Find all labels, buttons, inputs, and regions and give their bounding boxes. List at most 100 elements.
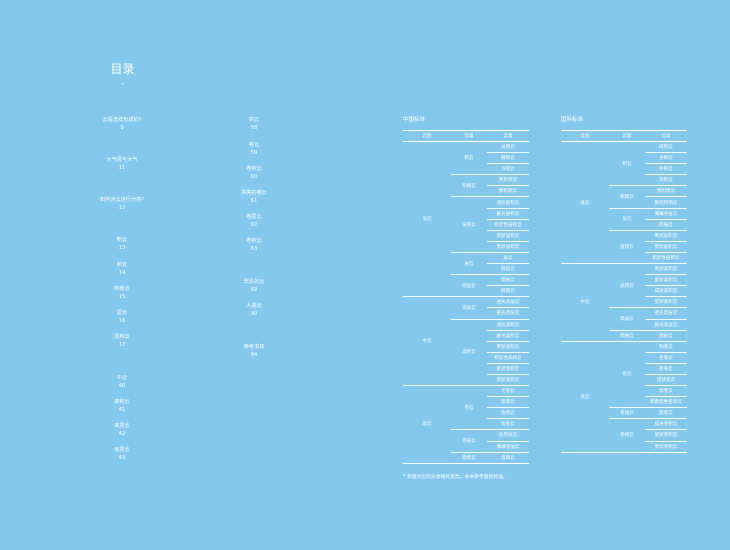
cloud-type-cell: 蔽光高层云 — [487, 307, 529, 320]
table-row: 高云 卷云 钩卷云 — [561, 341, 687, 453]
toc-entry-label: 云是怎样形成的? — [102, 117, 142, 123]
cloud-type-cell: 碎层云 — [645, 219, 687, 231]
toc-entry[interactable]: 高积云 41 — [72, 398, 172, 414]
toc-entry[interactable]: 积云 13 — [72, 236, 172, 252]
toc-entry[interactable]: 人造云 90 — [204, 302, 304, 318]
cloud-type-cell: 碎积云 — [645, 141, 687, 154]
toc-entry[interactable]: 罕见的云 69 — [204, 278, 304, 294]
cloud-genus-cell: 卷积云 — [451, 452, 487, 464]
toc-entry-page: 58 — [250, 125, 258, 131]
footnote: * 我国对云的分类略有差异，本书参考国际标准。 — [403, 475, 508, 480]
cloud-genus-cell: 积云 — [451, 141, 487, 176]
cloud-genus-cell: 高层云 — [609, 307, 645, 331]
toc-entry[interactable]: 雨层云 43 — [72, 446, 172, 462]
table-row: 浓积云 — [403, 163, 529, 176]
cloud-family-cell: 中云 — [561, 263, 609, 342]
table-header: 云类 — [645, 130, 687, 142]
toc-entry-page: 43 — [118, 455, 126, 461]
toc-entry-page: 17 — [118, 342, 126, 348]
cloud-type-cell: 毛卷层云 — [487, 429, 529, 442]
toc-entry-page: 41 — [118, 407, 126, 413]
table-header: 云属 — [451, 130, 487, 142]
table-row: 碎积云 — [403, 152, 529, 165]
table-header: 云属 — [609, 130, 645, 142]
toc-entry[interactable]: 高云 58 — [204, 116, 304, 132]
table-header: 云族 — [403, 130, 451, 142]
cloud-type-cell: 秃积雨云 — [645, 185, 687, 198]
toc-entry[interactable]: 漂亮的卷云 61 — [204, 189, 304, 205]
toc-entry-label: 卷积云 — [246, 166, 262, 172]
toc-entry[interactable]: 层云 16 — [72, 309, 172, 325]
toc-entry[interactable]: 积云 14 — [72, 261, 172, 277]
table-row: 蔽光层积云 — [403, 208, 529, 220]
cloud-family-cell: 低云 — [403, 141, 451, 298]
cloud-genus-cell: 积云 — [609, 141, 645, 187]
table-row: 中积云 — [561, 163, 687, 176]
table-row: 碎层云 — [561, 219, 687, 231]
toc-entry-page: 40 — [118, 383, 126, 389]
table-row: 卷层云 絮卷云 — [561, 407, 687, 420]
toc-entry[interactable]: 卷层云 62 — [204, 213, 304, 229]
table-row: 中云 高积云 荚状高积云 — [561, 263, 687, 342]
cloud-family-cell: 低云 — [561, 141, 609, 265]
table-row: 层积云 荚状层积云 — [561, 230, 687, 265]
cloud-genus-cell: 卷层云 — [451, 429, 487, 453]
toc-entry[interactable]: 卷积云 60 — [204, 165, 304, 181]
cloud-type-cell: 絮卷云 — [645, 407, 687, 420]
toc-entry[interactable]: 层积云 17 — [72, 333, 172, 349]
table-row: 鬃状积雨云 — [561, 196, 687, 209]
toc-entry-page: 62 — [250, 222, 258, 228]
toc-entry-label: 积雨云 — [114, 286, 130, 292]
cloud-genus-cell: 层云 — [609, 208, 645, 231]
toc-entry-page: 12 — [118, 205, 126, 211]
toc-entry-page: 11 — [118, 165, 126, 171]
table-row: 层云 薄幕状层云 — [561, 208, 687, 231]
toc-entry-label: 高积云 — [114, 399, 130, 405]
toc-entry-label: 卷积云 — [246, 238, 262, 244]
cloud-type-cell: 荚状层积云 — [645, 230, 687, 242]
table-row: 高积云 透光高积云 — [403, 319, 529, 387]
cloud-genus-cell: 积雨云 — [609, 185, 645, 209]
cloud-type-cell: 蔽光高层云 — [645, 319, 687, 331]
toc-entry[interactable]: 卷积云 63 — [204, 237, 304, 253]
toc-entry[interactable]: 如何对云进行分类? 12 — [72, 196, 172, 212]
cloud-genus-cell: 层积云 — [609, 230, 645, 265]
toc-entry[interactable]: 积雨云 15 — [72, 285, 172, 301]
cloud-type-cell: 淡积云 — [487, 141, 529, 154]
toc-entry-label: 雨层云 — [114, 447, 130, 453]
toc-entry-page: 63 — [250, 246, 258, 252]
toc-entry-label: 卷层云 — [246, 214, 262, 220]
cloud-type-cell: 蔽光高积云 — [487, 330, 529, 342]
table-row: 蔽光高层云 — [403, 307, 529, 320]
table-row: 中云 高层云 透光高层云 — [403, 296, 529, 387]
cloud-genus-cell: 高积云 — [451, 319, 487, 387]
toc-entry[interactable]: 卷云 59 — [204, 141, 304, 157]
table-row: 絮卷云 — [561, 385, 687, 398]
cloud-genus-cell: 卷云 — [609, 341, 645, 409]
table-row: 堡状层积云 — [561, 241, 687, 253]
cloud-type-cell: 絮状高积云 — [487, 363, 529, 375]
intl-cloud-classification-table: 云族 云属 云类 低云 积云 碎积云 淡积云 中积云 浓积云 积雨云 秃积雨云 鬃状积雨云 层云 薄幕状层… — [561, 130, 687, 453]
cloud-type-cell: 絮状卷积云 — [645, 429, 687, 442]
cn-cloud-classification-table: 云族 云属 云类 低云 积云 淡积云 碎积云 浓积云 积雨云 秃积雨云 鬃积雨云 层积云 透光层积云 蔽光… — [403, 130, 529, 464]
toc-entry[interactable]: 中云 40 — [72, 374, 172, 390]
table-row: 积云性层积云 — [403, 219, 529, 231]
toc-entry-page: 59 — [250, 150, 258, 156]
toc-entry-label: 层积云 — [114, 334, 130, 340]
intl-table-title: 国际标准 — [561, 117, 584, 123]
cloud-type-cell: 透光高层云 — [645, 307, 687, 320]
toc-entry[interactable]: 云是怎样形成的? 9 — [72, 116, 172, 132]
toc-entry[interactable]: 大气层与大气 11 — [72, 156, 172, 172]
table-row: 淡积云 — [561, 152, 687, 165]
cloud-type-cell: 密卷云 — [645, 363, 687, 375]
toc-entry-page: 69 — [250, 287, 258, 293]
toc-entry-page: 14 — [118, 270, 126, 276]
cloud-type-cell: 荚状高积云 — [645, 263, 687, 276]
cloud-type-cell: 透光高积云 — [487, 319, 529, 331]
table-row: 絮状高积云 — [561, 274, 687, 287]
table-row: 薄幕卷层云 — [403, 441, 529, 453]
toc-entry[interactable]: 参考书目 94 — [204, 343, 304, 359]
cloud-type-cell: 钩卷云 — [487, 418, 529, 431]
toc-entry[interactable]: 高层云 42 — [72, 422, 172, 438]
cloud-genus-cell: 雨层云 — [451, 274, 487, 298]
